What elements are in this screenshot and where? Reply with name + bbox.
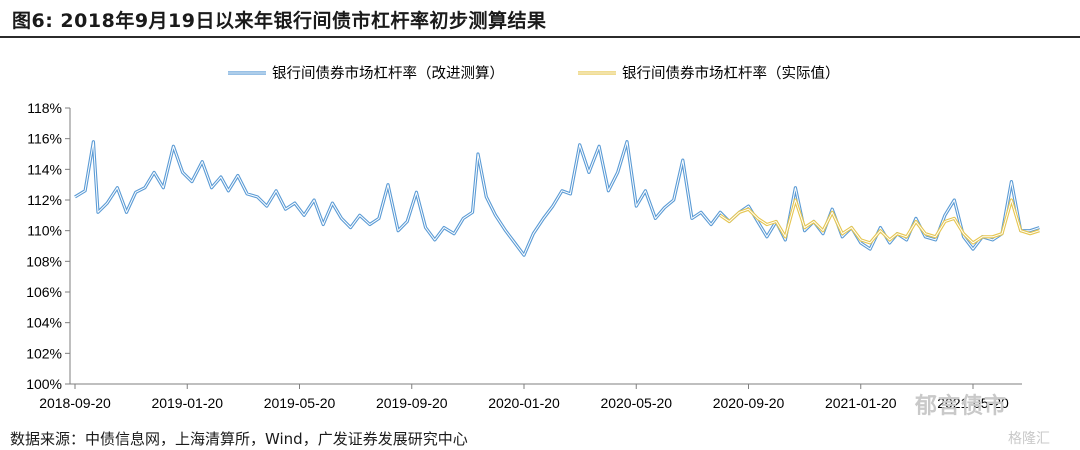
y-tick-label: 110%	[27, 223, 62, 239]
x-tick-label: 2021-01-20	[825, 395, 897, 411]
x-tick-label: 2019-09-20	[376, 395, 448, 411]
y-tick-label: 116%	[27, 131, 62, 147]
x-tick-label: 2020-05-20	[600, 395, 672, 411]
line-chart: 银行间债券市场杠杆率（改进测算） 银行间债券市场杠杆率（实际值） 100% 102%…	[26, 65, 1040, 411]
y-tick-label: 114%	[27, 161, 62, 177]
x-tick-label: 2020-01-20	[488, 395, 560, 411]
watermark-logo: 郁言债市	[915, 394, 1008, 419]
y-tick-label: 108%	[26, 253, 62, 269]
legend-label-1: 银行间债券市场杠杆率（改进测算）	[272, 65, 504, 82]
y-tick-label: 102%	[26, 345, 62, 361]
x-tick-label: 2018-09-20	[39, 395, 111, 411]
legend-label-2: 银行间债券市场杠杆率（实际值）	[622, 65, 840, 82]
series-layer	[74, 140, 1040, 257]
series-line-core-2	[719, 199, 1040, 244]
x-tick-label: 2020-09-20	[713, 395, 785, 411]
y-tick-label: 118%	[27, 100, 62, 116]
y-tick-label: 104%	[26, 315, 62, 331]
title-divider	[0, 36, 1080, 38]
data-source-note: 数据来源：中债信息网，上海清算所，Wind，广发证券发展研究中心	[10, 430, 468, 448]
x-tick-label: 2019-05-20	[264, 395, 336, 411]
y-tick-label: 106%	[26, 284, 62, 300]
legend: 银行间债券市场杠杆率（改进测算） 银行间债券市场杠杆率（实际值）	[228, 65, 840, 82]
y-axis: 100% 102% 104% 106% 108% 110% 112% 114% 116% 118%	[26, 100, 71, 392]
x-tick-label: 2019-01-20	[151, 395, 223, 411]
x-axis: 2018-09-20 2019-01-20 2019-05-20 2019-09-20…	[39, 383, 1022, 411]
chart-title: 图6: 2018年9月19日以来年银行间债市杠杆率初步测算结果	[12, 10, 547, 32]
x-tick-label: 2021-05-20	[937, 395, 1009, 411]
watermark-sublogo: 格隆汇	[1008, 431, 1050, 447]
y-tick-label: 100%	[26, 376, 62, 392]
y-tick-label: 112%	[27, 192, 62, 208]
